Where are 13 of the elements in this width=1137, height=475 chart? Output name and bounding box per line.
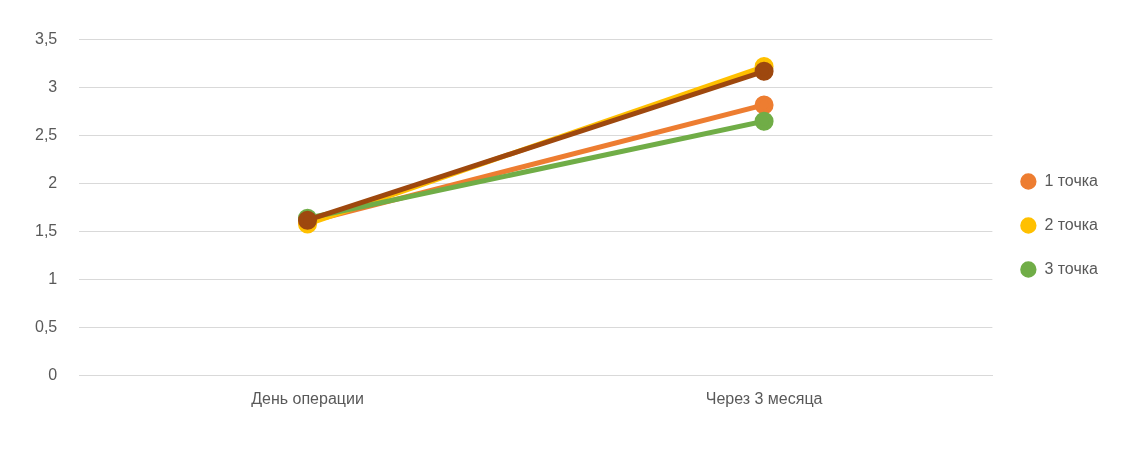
y-tick-label: 2,5	[34, 126, 58, 144]
y-tick-label: 1	[48, 270, 58, 288]
x-tick-label: День операции	[251, 389, 364, 407]
y-tick-label: 2	[48, 174, 58, 192]
y-tick-label: 0	[48, 366, 58, 384]
legend-label: 3 точка	[1044, 259, 1099, 277]
y-tick-label: 3,5	[34, 30, 58, 48]
y-tick-label: 3	[48, 78, 58, 96]
y-tick-label: 0,5	[34, 318, 58, 336]
legend-label: 1 точка	[1044, 171, 1099, 189]
x-tick-label: Через 3 месяца	[705, 389, 823, 407]
legend-label: 2 точка	[1044, 215, 1099, 233]
y-tick-label: 1,5	[34, 222, 58, 240]
